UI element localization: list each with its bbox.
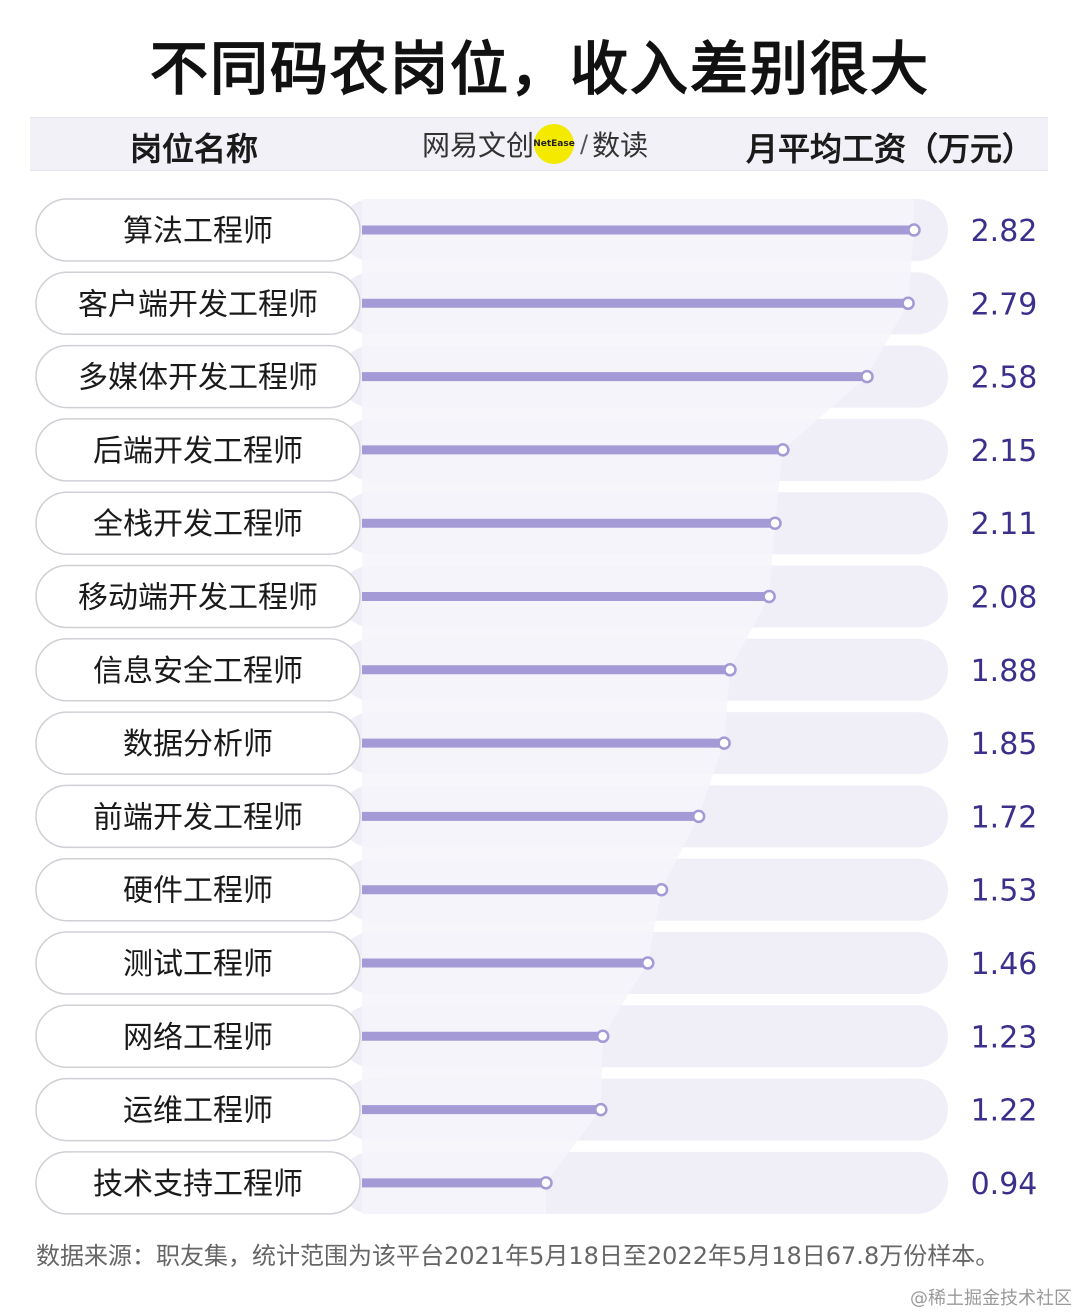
- bar-end-marker: [691, 809, 706, 824]
- value-label: 2.11: [971, 507, 1038, 542]
- job-label-pill: [35, 638, 361, 702]
- job-label: 移动端开发工程师: [78, 581, 318, 616]
- bar-end-marker: [762, 589, 776, 604]
- bar-end-marker: [901, 296, 915, 311]
- chart-title: 不同码农岗位，收入差别很大: [149, 35, 930, 103]
- value-label: 1.72: [971, 800, 1038, 835]
- job-label: 网络工程师: [123, 1020, 273, 1055]
- bar-end-marker: [723, 663, 737, 677]
- job-label: 后端开发工程师: [93, 434, 303, 469]
- job-label-pill: [35, 931, 361, 995]
- logo-badge-icon: NetEase: [533, 124, 575, 164]
- value-label: 0.94: [971, 1167, 1038, 1202]
- logo-text-shudu: 数读: [592, 129, 649, 162]
- bar-end-marker: [539, 1176, 553, 1190]
- job-label: 硬件工程师: [123, 874, 273, 909]
- job-label-pill: [35, 1077, 361, 1142]
- job-label-pill: [35, 198, 361, 262]
- value-label: 2.08: [971, 581, 1038, 616]
- bar-end-marker: [654, 882, 669, 897]
- value-label: 1.22: [971, 1094, 1038, 1129]
- job-label-pill: [35, 1151, 361, 1215]
- value-label: 1.46: [971, 947, 1038, 982]
- value-label: 1.23: [971, 1020, 1038, 1055]
- watermark: @稀土掘金技术社区: [910, 1288, 1072, 1309]
- value-label: 2.79: [971, 287, 1038, 322]
- value-label: 1.85: [971, 727, 1038, 762]
- job-label-pill: [35, 564, 361, 629]
- bar-end-marker: [860, 369, 874, 384]
- data-source-note: 数据来源：职友集，统计范围为该平台2021年5月18日至2022年5月18日67…: [36, 1242, 1000, 1270]
- job-label: 运维工程师: [123, 1094, 273, 1129]
- job-label: 信息安全工程师: [93, 654, 303, 689]
- logo-separator: /: [580, 130, 589, 158]
- job-label-pill: [35, 857, 361, 922]
- value-label: 1.53: [971, 874, 1038, 909]
- column-header-salary: 月平均工资（万元）: [745, 130, 1034, 168]
- logo-text-netease: 网易文创: [422, 129, 535, 162]
- value-label: 2.58: [971, 361, 1038, 396]
- job-label: 前端开发工程师: [93, 800, 303, 835]
- bar-end-marker: [594, 1102, 608, 1117]
- job-label: 数据分析师: [123, 727, 273, 762]
- job-label-pill: [35, 491, 361, 555]
- job-label: 多媒体开发工程师: [78, 361, 318, 396]
- job-label-pill: [35, 271, 361, 336]
- table-header: 岗位名称 网易文创 NetEase / 数读 月平均工资（万元）: [30, 117, 1048, 171]
- job-label-pill: [35, 418, 361, 482]
- job-label: 技术支持工程师: [93, 1167, 303, 1202]
- bar-end-marker: [907, 223, 921, 237]
- bar-end-marker: [641, 956, 655, 970]
- job-label: 算法工程师: [123, 214, 273, 249]
- bar-end-marker: [776, 443, 790, 457]
- bar-end-marker: [717, 736, 731, 750]
- bar-end-marker: [596, 1029, 610, 1044]
- netease-logo: 网易文创 NetEase / 数读: [422, 124, 649, 164]
- job-label: 客户端开发工程师: [78, 287, 318, 322]
- job-label-pill: [35, 784, 361, 849]
- job-label-pill: [35, 344, 361, 409]
- job-label-pill: [35, 711, 361, 775]
- job-label: 全栈开发工程师: [93, 507, 303, 542]
- bar-end-marker: [768, 516, 782, 530]
- value-label: 2.15: [971, 434, 1038, 469]
- value-label: 2.82: [971, 214, 1038, 249]
- value-label: 1.88: [971, 654, 1038, 689]
- job-label-pill: [35, 1004, 361, 1069]
- column-header-job: 岗位名称: [130, 130, 259, 168]
- job-label: 测试工程师: [123, 947, 273, 982]
